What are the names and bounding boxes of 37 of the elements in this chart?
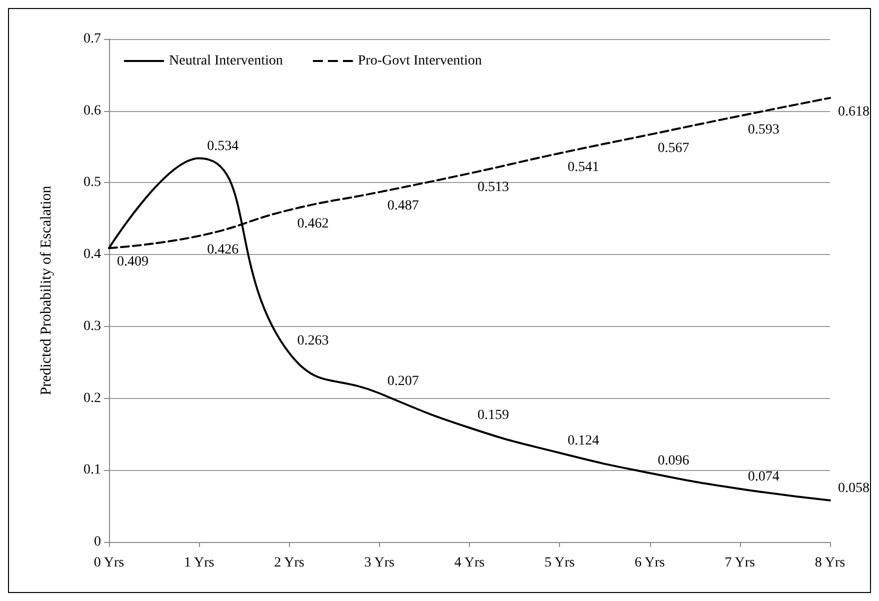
x-tick-label: 1 Yrs: [184, 556, 214, 570]
y-tick-label: 0.6: [84, 103, 101, 118]
y-tick-label: 0.1: [84, 462, 101, 478]
x-tick-label: 5 Yrs: [544, 556, 575, 570]
y-tick-label: 0.3: [84, 318, 101, 334]
data-label: 0.124: [568, 433, 600, 448]
y-tick-label: 0.5: [84, 175, 101, 190]
y-tick-label: 0.2: [84, 390, 101, 406]
x-tick-label: 0 Yrs: [94, 556, 124, 570]
data-label: 0.567: [658, 141, 690, 156]
x-tick-label: 6 Yrs: [634, 556, 665, 570]
y-tick-label: 0: [94, 534, 101, 550]
data-label: 0.534: [207, 138, 239, 154]
data-label: 0.618: [838, 104, 870, 120]
y-tick-label: 0.7: [84, 32, 101, 46]
data-label: 0.426: [207, 242, 239, 258]
x-tick-label: 3 Yrs: [364, 556, 394, 570]
x-tick-label: 2 Yrs: [274, 556, 304, 570]
x-tick-label: 7 Yrs: [724, 556, 755, 570]
data-label: 0.409: [117, 254, 148, 270]
data-label: 0.263: [297, 334, 329, 349]
legend-label: Neutral Intervention: [169, 54, 283, 68]
data-label: 0.096: [658, 454, 690, 469]
y-axis-title: Predicted Probability of Escalation: [38, 185, 54, 396]
data-label: 0.207: [387, 374, 419, 389]
x-tick-label: 8 Yrs: [814, 556, 846, 570]
data-label: 0.074: [748, 469, 780, 484]
data-label: 0.462: [297, 216, 329, 232]
legend-label: Pro-Govt Intervention: [358, 54, 482, 68]
data-label: 0.513: [478, 180, 509, 195]
y-tick-label: 0.4: [84, 247, 101, 262]
data-label: 0.159: [478, 408, 509, 424]
data-label: 0.058: [838, 480, 870, 496]
data-label: 0.541: [568, 160, 600, 175]
x-tick-label: 4 Yrs: [454, 556, 485, 570]
data-label: 0.487: [387, 198, 419, 214]
data-label: 0.593: [748, 122, 780, 138]
